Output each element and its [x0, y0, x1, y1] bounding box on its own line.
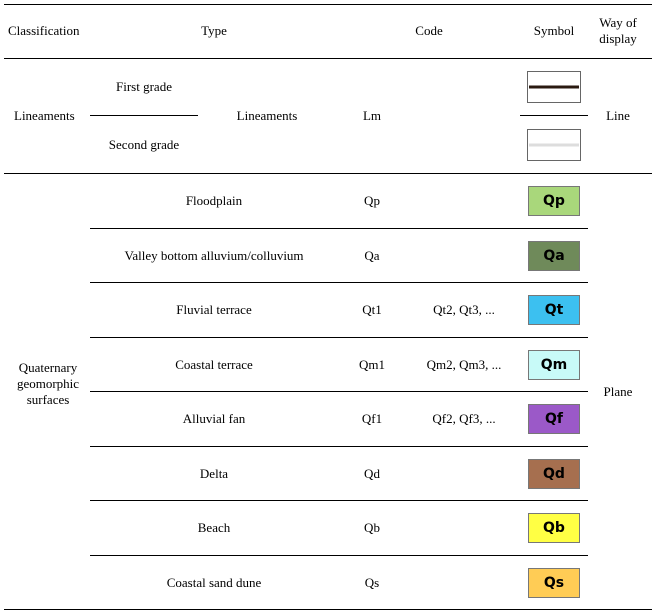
first-grade-label: First grade: [116, 79, 172, 94]
quaternary-display: Plane: [603, 384, 633, 399]
symbol-swatch: Qs: [528, 568, 580, 598]
lineament-bottom-rule: [4, 173, 652, 174]
table-row-code-extra: Qf2, Qf3, ...: [432, 411, 496, 426]
table-row-type: Coastal terrace: [175, 357, 253, 372]
lineaments-code: Lm: [362, 108, 382, 123]
first-grade-line-symbol: [527, 71, 581, 103]
table-row-type: Coastal sand dune: [166, 575, 262, 590]
quaternary-classification-line2: geomorphic: [16, 376, 80, 391]
header-type: Type: [201, 23, 227, 38]
row-rule: [90, 555, 588, 556]
table-row-code: Qb: [364, 520, 380, 535]
table-row-type: Beach: [197, 520, 231, 535]
lineaments-display: Line: [606, 108, 630, 123]
table-row-type: Floodplain: [185, 193, 243, 208]
symbol-swatch: Qp: [528, 186, 580, 216]
table-row-type: Alluvial fan: [182, 411, 246, 426]
second-grade-line-symbol: [527, 129, 581, 161]
symbol-swatch: Qf: [528, 404, 580, 434]
row-rule: [90, 446, 588, 447]
header-display-line2: display: [599, 31, 637, 46]
symbol-swatch: Qd: [528, 459, 580, 489]
table-row-code-extra: Qm2, Qm3, ...: [426, 357, 502, 372]
table-row-type: Delta: [199, 466, 229, 481]
row-rule: [90, 391, 588, 392]
header-symbol: Symbol: [533, 23, 575, 38]
table-row-code: Qf1: [361, 411, 383, 426]
row-rule: [90, 282, 588, 283]
second-grade-label: Second grade: [108, 137, 180, 152]
lineaments-classification: Lineaments: [14, 108, 75, 123]
quaternary-classification-line3: surfaces: [26, 392, 70, 407]
table-row-code: Qd: [364, 466, 380, 481]
table-row-code: Qt1: [362, 302, 382, 317]
symbol-swatch: Qt: [528, 295, 580, 325]
header-display-line1: Way of: [599, 15, 637, 30]
table-row-code-extra: Qt2, Qt3, ...: [433, 302, 495, 317]
row-rule: [90, 500, 588, 501]
header-code: Code: [415, 23, 443, 38]
top-rule: [4, 4, 652, 5]
symbol-swatch: Qm: [528, 350, 580, 380]
first-grade-line-swatch: [529, 85, 579, 89]
header-rule: [4, 58, 652, 59]
table-row-type: Valley bottom alluvium/colluvium: [124, 248, 304, 263]
table-row-code: Qs: [364, 575, 380, 590]
quaternary-classification-line1: Quaternary: [18, 360, 78, 375]
second-grade-line-swatch: [529, 143, 579, 147]
lineaments-type: Lineaments: [236, 108, 298, 123]
row-rule: [90, 337, 588, 338]
table-row-code: Qm1: [359, 357, 385, 372]
symbol-swatch: Qa: [528, 241, 580, 271]
row-rule: [90, 228, 588, 229]
table-row-code: Qp: [364, 193, 380, 208]
header-classification: Classification: [8, 23, 80, 38]
symbol-swatch: Qb: [528, 513, 580, 543]
table-row-type: Fluvial terrace: [176, 302, 252, 317]
bottom-rule: [4, 609, 652, 610]
table-row-code: Qa: [364, 248, 380, 263]
lineament-symbol-rule: [520, 115, 588, 116]
lineament-grade-rule: [90, 115, 198, 116]
